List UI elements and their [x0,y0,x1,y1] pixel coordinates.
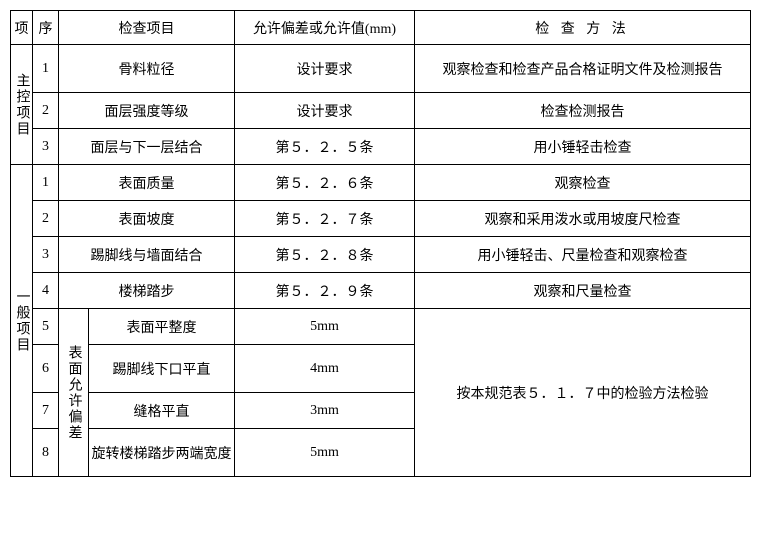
item-cell: 表面质量 [59,165,235,201]
seq-cell: 1 [33,165,59,201]
item-cell: 踢脚线下口平直 [89,345,235,393]
tol-cell: 第５．２．８条 [235,237,415,273]
method-cell: 观察检查 [415,165,751,201]
seq-cell: 7 [33,393,59,429]
seq-cell: 1 [33,45,59,93]
tol-cell: 第５．２．９条 [235,273,415,309]
item-cell: 面层与下一层结合 [59,129,235,165]
item-cell: 楼梯踏步 [59,273,235,309]
seq-cell: 2 [33,93,59,129]
tol-cell: 3mm [235,393,415,429]
group2-label: 一般项目 [11,165,33,477]
inspection-table: 项 序 检查项目 允许偏差或允许值(mm) 检 查 方 法 主控项目 1 骨料粒… [10,10,751,477]
seq-cell: 3 [33,237,59,273]
item-cell: 旋转楼梯踏步两端宽度 [89,429,235,477]
method-cell: 用小锤轻击、尺量检查和观察检查 [415,237,751,273]
seq-cell: 5 [33,309,59,345]
tol-cell: 5mm [235,309,415,345]
seq-cell: 3 [33,129,59,165]
table-row: 一般项目 1 表面质量 第５．２．６条 观察检查 [11,165,751,201]
method-cell: 观察检查和检查产品合格证明文件及检测报告 [415,45,751,93]
hdr-col3: 检查项目 [59,11,235,45]
hdr-col2: 序 [33,11,59,45]
method-cell: 检查检测报告 [415,93,751,129]
table-row: 5 表面允许偏差 表面平整度 5mm 按本规范表５．１．７中的检验方法检验 [11,309,751,345]
seq-cell: 6 [33,345,59,393]
tol-cell: 第５．２．６条 [235,165,415,201]
seq-cell: 4 [33,273,59,309]
seq-cell: 2 [33,201,59,237]
table-row: 3 面层与下一层结合 第５．２．５条 用小锤轻击检查 [11,129,751,165]
table-row: 4 楼梯踏步 第５．２．９条 观察和尺量检查 [11,273,751,309]
item-cell: 面层强度等级 [59,93,235,129]
tol-cell: 5mm [235,429,415,477]
table-row: 2 表面坡度 第５．２．７条 观察和采用泼水或用坡度尺检查 [11,201,751,237]
method-cell: 按本规范表５．１．７中的检验方法检验 [415,309,751,477]
tol-cell: 设计要求 [235,93,415,129]
item-cell: 表面坡度 [59,201,235,237]
tol-cell: 设计要求 [235,45,415,93]
item-cell: 踢脚线与墙面结合 [59,237,235,273]
item-cell: 缝格平直 [89,393,235,429]
tol-cell: 第５．２．５条 [235,129,415,165]
method-cell: 观察和尺量检查 [415,273,751,309]
item-cell: 骨料粒径 [59,45,235,93]
table-row: 2 面层强度等级 设计要求 检查检测报告 [11,93,751,129]
table-header-row: 项 序 检查项目 允许偏差或允许值(mm) 检 查 方 法 [11,11,751,45]
method-cell: 观察和采用泼水或用坡度尺检查 [415,201,751,237]
hdr-col4: 允许偏差或允许值(mm) [235,11,415,45]
method-cell: 用小锤轻击检查 [415,129,751,165]
tol-cell: 4mm [235,345,415,393]
hdr-col5: 检 查 方 法 [415,11,751,45]
group2-sublabel: 表面允许偏差 [59,309,89,477]
table-row: 主控项目 1 骨料粒径 设计要求 观察检查和检查产品合格证明文件及检测报告 [11,45,751,93]
hdr-col1: 项 [11,11,33,45]
seq-cell: 8 [33,429,59,477]
group1-label: 主控项目 [11,45,33,165]
table-row: 3 踢脚线与墙面结合 第５．２．８条 用小锤轻击、尺量检查和观察检查 [11,237,751,273]
tol-cell: 第５．２．７条 [235,201,415,237]
item-cell: 表面平整度 [89,309,235,345]
